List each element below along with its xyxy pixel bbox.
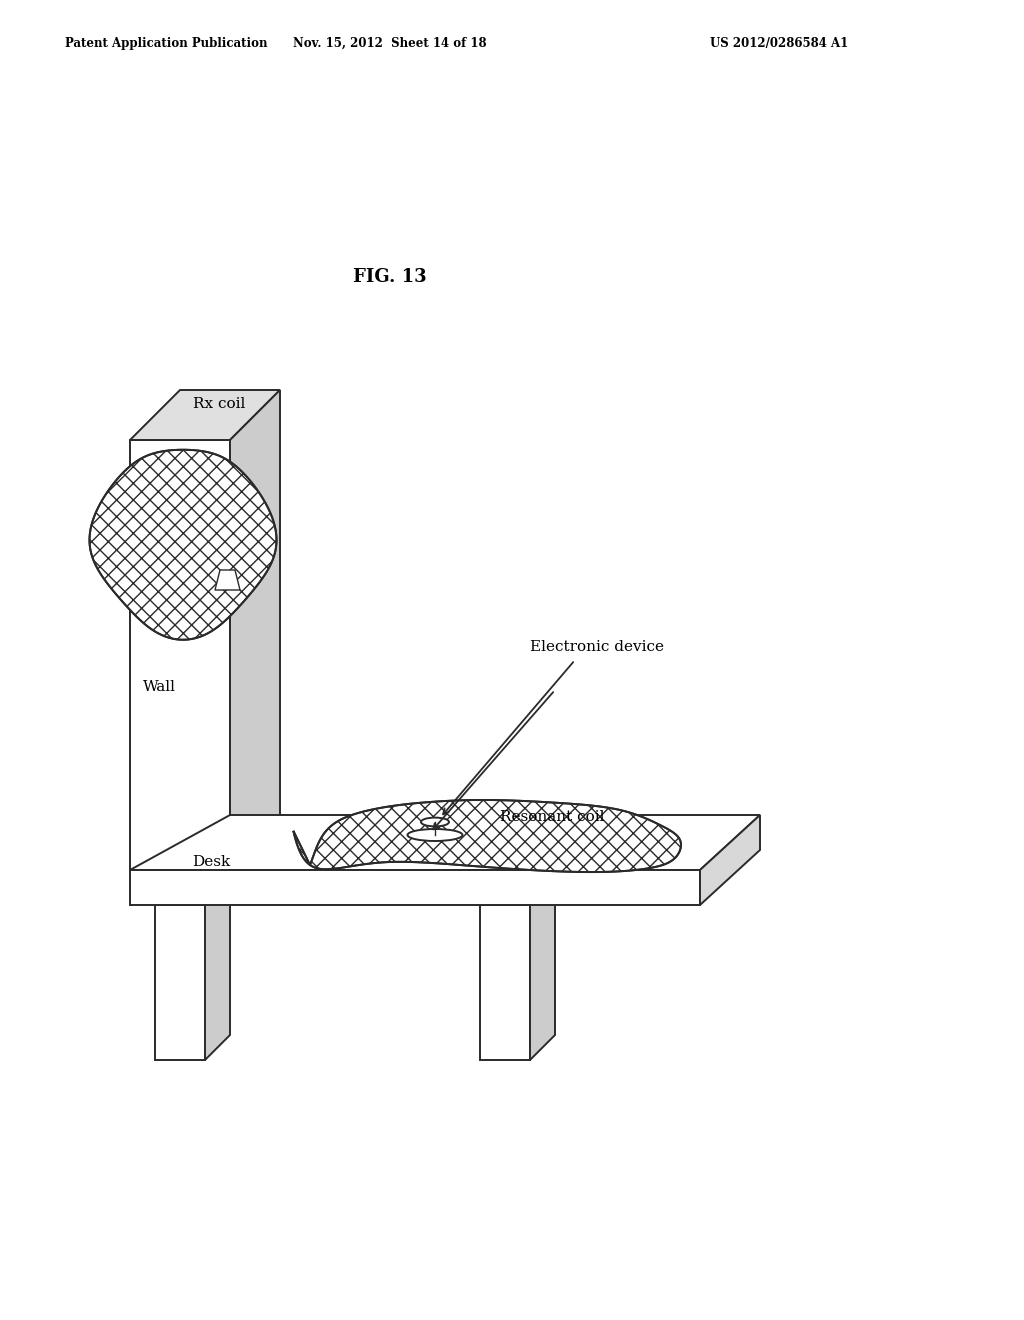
Polygon shape [700,814,760,906]
Text: Nov. 15, 2012  Sheet 14 of 18: Nov. 15, 2012 Sheet 14 of 18 [293,37,486,50]
Text: Patent Application Publication: Patent Application Publication [65,37,267,50]
Polygon shape [293,800,681,873]
Polygon shape [89,450,276,640]
Polygon shape [530,880,555,1060]
Text: Resonant coil: Resonant coil [500,810,604,824]
Polygon shape [480,906,530,1060]
Polygon shape [130,389,280,440]
Ellipse shape [421,817,449,826]
Polygon shape [230,389,280,870]
Text: Wall: Wall [143,680,176,694]
Polygon shape [130,814,760,870]
Text: Desk: Desk [193,855,230,869]
Text: US 2012/0286584 A1: US 2012/0286584 A1 [710,37,848,50]
Polygon shape [130,440,230,870]
Text: Rx coil: Rx coil [193,397,246,411]
Ellipse shape [408,829,463,841]
Polygon shape [130,870,700,906]
Polygon shape [215,570,240,590]
Polygon shape [155,906,205,1060]
Text: Electronic device: Electronic device [530,640,664,653]
Polygon shape [205,880,230,1060]
Text: FIG. 13: FIG. 13 [353,268,427,286]
